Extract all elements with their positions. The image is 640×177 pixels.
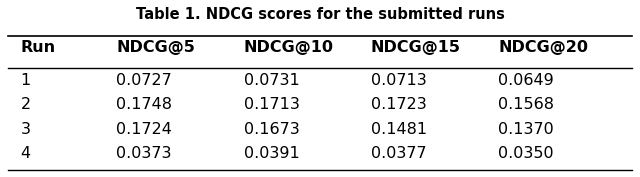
Text: 0.1568: 0.1568 — [499, 97, 554, 112]
Text: 2: 2 — [20, 97, 31, 112]
Text: NDCG@10: NDCG@10 — [244, 40, 333, 55]
Text: 0.0350: 0.0350 — [499, 146, 554, 161]
Text: 0.0727: 0.0727 — [116, 73, 172, 88]
Text: 3: 3 — [20, 122, 31, 137]
Text: NDCG@15: NDCG@15 — [371, 40, 461, 55]
Text: 0.1481: 0.1481 — [371, 122, 427, 137]
Text: 0.0713: 0.0713 — [371, 73, 427, 88]
Text: 0.0391: 0.0391 — [244, 146, 300, 161]
Text: 0.1748: 0.1748 — [116, 97, 172, 112]
Text: NDCG@20: NDCG@20 — [499, 40, 588, 55]
Text: NDCG@5: NDCG@5 — [116, 40, 195, 55]
Text: 0.1370: 0.1370 — [499, 122, 554, 137]
Text: 4: 4 — [20, 146, 31, 161]
Text: 1: 1 — [20, 73, 31, 88]
Text: 0.0731: 0.0731 — [244, 73, 300, 88]
Text: 0.1723: 0.1723 — [371, 97, 427, 112]
Text: 0.0377: 0.0377 — [371, 146, 427, 161]
Text: 0.1673: 0.1673 — [244, 122, 300, 137]
Text: 0.0649: 0.0649 — [499, 73, 554, 88]
Text: Run: Run — [20, 40, 56, 55]
Text: Table 1. NDCG scores for the submitted runs: Table 1. NDCG scores for the submitted r… — [136, 7, 504, 22]
Text: 0.1724: 0.1724 — [116, 122, 172, 137]
Text: 0.0373: 0.0373 — [116, 146, 172, 161]
Text: 0.1713: 0.1713 — [244, 97, 300, 112]
